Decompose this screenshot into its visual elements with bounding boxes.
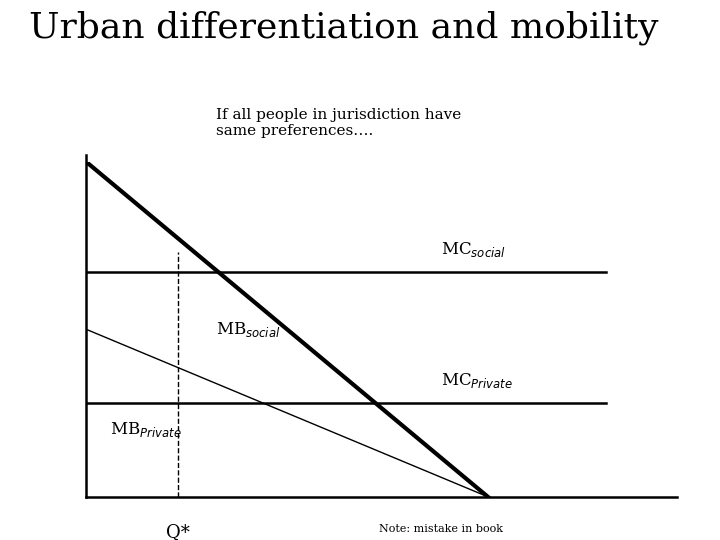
Text: Q*: Q* bbox=[166, 524, 190, 540]
Text: MC$_{social}$: MC$_{social}$ bbox=[441, 240, 505, 259]
Text: MB$_{Private}$: MB$_{Private}$ bbox=[110, 420, 181, 440]
Text: Urban differentiation and mobility: Urban differentiation and mobility bbox=[29, 11, 658, 45]
Text: Note: mistake in book: Note: mistake in book bbox=[379, 524, 503, 534]
Text: MC$_{Private}$: MC$_{Private}$ bbox=[441, 370, 513, 390]
Text: If all people in jurisdiction have
same preferences….: If all people in jurisdiction have same … bbox=[216, 108, 462, 138]
Text: MB$_{social}$: MB$_{social}$ bbox=[216, 320, 281, 339]
